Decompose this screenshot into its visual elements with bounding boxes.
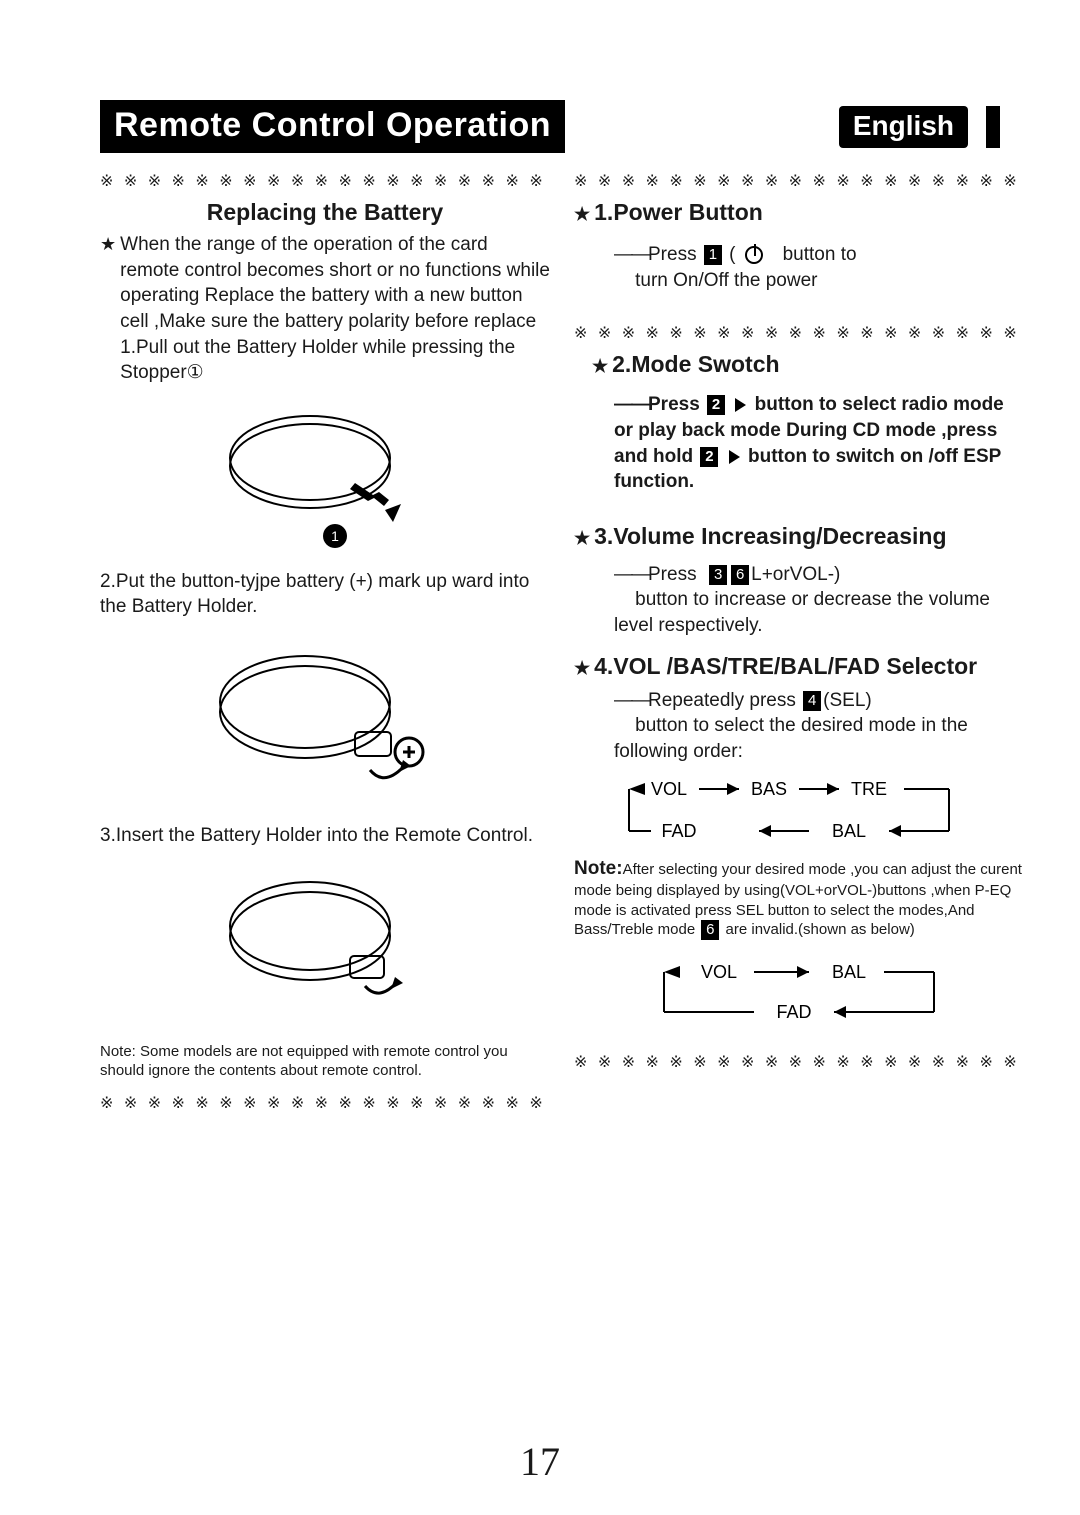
star-icon: ★ — [100, 232, 116, 386]
s4-title: 4.VOL /BAS/TRE/BAL/FAD Selector — [594, 653, 977, 679]
page-title: Remote Control Operation — [100, 100, 565, 153]
s1-line-a: Press — [648, 244, 697, 265]
note-label: Note: — [100, 1043, 136, 1060]
note-label: Note: — [574, 858, 623, 879]
s4-note: Note:After selecting your desired mode ,… — [574, 857, 1024, 941]
s1-line-c: turn On/Off the power — [635, 270, 817, 291]
s4-a: Repeatedly press — [648, 690, 796, 711]
s3-title: 3.Volume Increasing/Decreasing — [594, 523, 946, 549]
s1-body: ——Press 1 ( button to turn On/Off the po… — [574, 242, 1024, 293]
left-note: Note: Some models are not equipped with … — [100, 1042, 550, 1081]
star-icon: ★ — [592, 356, 608, 376]
language-badge: English — [839, 106, 968, 148]
power-icon — [745, 246, 763, 264]
star-icon: ★ — [574, 658, 590, 678]
star-icon: ★ — [574, 528, 590, 548]
remote-drawing-3-icon — [215, 861, 435, 1021]
flow-tre: TRE — [851, 779, 887, 799]
s3-body: ——Press 36L+orVOL-) button to increase o… — [574, 562, 1024, 639]
button-6-icon: 6 — [701, 920, 719, 940]
page: Remote Control Operation English ※ ※ ※ ※… — [100, 100, 1000, 1121]
columns: ※ ※ ※ ※ ※ ※ ※ ※ ※ ※ ※ ※ ※ ※ ※ ※ ※ ※ ※ ※ … — [100, 165, 1000, 1121]
decor-row: ※ ※ ※ ※ ※ ※ ※ ※ ※ ※ ※ ※ ※ ※ ※ ※ ※ ※ ※ ※ … — [574, 171, 1024, 191]
decor-row: ※ ※ ※ ※ ※ ※ ※ ※ ※ ※ ※ ※ ※ ※ ※ ※ ※ ※ ※ ※ … — [574, 1052, 1024, 1072]
flow-bal: BAL — [832, 821, 866, 841]
flow2-vol: VOL — [701, 962, 737, 982]
section-title-selector: ★4.VOL /BAS/TRE/BAL/FAD Selector — [574, 653, 1024, 680]
figure-remote-2 — [100, 632, 550, 807]
dash-icon: —— — [614, 244, 648, 265]
section-title-volume: ★3.Volume Increasing/Decreasing — [574, 523, 1024, 550]
remote-drawing-2-icon — [205, 632, 445, 802]
figure-remote-3 — [100, 861, 550, 1026]
battery-paragraph-text: When the range of the operation of the c… — [120, 232, 550, 386]
s4-b: button to select the desired mode in the… — [614, 715, 968, 762]
button-1-icon: 1 — [704, 245, 722, 265]
section-title-replace-battery: Replacing the Battery — [100, 199, 550, 226]
flow-diagram-1-icon: VOL BAS TRE FAD BAL — [609, 771, 989, 851]
s4-sel: (SEL) — [823, 690, 872, 711]
flow-fad: FAD — [661, 821, 696, 841]
flow2-bal: BAL — [832, 962, 866, 982]
flow-diagram-2-icon: VOL BAL FAD — [634, 954, 964, 1034]
remote-drawing-1-icon: 1 — [215, 398, 435, 548]
section-title-mode: ★2.Mode Swotch — [574, 351, 1024, 378]
flow-vol: VOL — [651, 779, 687, 799]
star-icon: ★ — [574, 204, 590, 224]
button-3-icon: 3 — [709, 565, 727, 585]
note-body: Some models are not equipped with remote… — [100, 1043, 508, 1080]
header-accent-bar — [986, 106, 1000, 148]
button-2-icon: 2 — [700, 447, 718, 467]
page-number: 17 — [520, 1438, 560, 1485]
figure-remote-1: 1 — [100, 398, 550, 553]
flow-bas: BAS — [751, 779, 787, 799]
decor-row: ※ ※ ※ ※ ※ ※ ※ ※ ※ ※ ※ ※ ※ ※ ※ ※ ※ ※ ※ ※ … — [100, 171, 550, 191]
step-3-text: 3.Insert the Battery Holder into the Rem… — [100, 823, 550, 849]
s2-body: ——Press 2 button to select radio mode or… — [574, 392, 1024, 495]
section-title-power: ★1.Power Button — [574, 199, 1024, 226]
button-4-icon: 4 — [803, 691, 821, 711]
flow2-fad: FAD — [776, 1002, 811, 1022]
s2-title: 2.Mode Swotch — [612, 351, 779, 377]
s4-body: ——Repeatedly press 4(SEL) button to sele… — [574, 688, 1024, 765]
decor-row: ※ ※ ※ ※ ※ ※ ※ ※ ※ ※ ※ ※ ※ ※ ※ ※ ※ ※ ※ ※ … — [574, 323, 1024, 343]
dash-icon: —— — [614, 690, 648, 711]
svg-text:1: 1 — [331, 528, 339, 544]
s2-a: Press — [648, 394, 700, 415]
dash-icon: —— — [614, 394, 648, 415]
step-2-text: 2.Put the button-tyjpe battery (+) mark … — [100, 569, 550, 620]
s1-line-b: button to — [783, 244, 857, 265]
play-icon — [735, 398, 746, 412]
button-6-icon: 6 — [731, 565, 749, 585]
s3-b: button to increase or decrease the volum… — [614, 589, 990, 636]
button-2-icon: 2 — [707, 395, 725, 415]
s3-a: Press — [648, 564, 697, 585]
dash-icon: —— — [614, 564, 648, 585]
left-column: ※ ※ ※ ※ ※ ※ ※ ※ ※ ※ ※ ※ ※ ※ ※ ※ ※ ※ ※ ※ … — [100, 165, 550, 1121]
decor-row: ※ ※ ※ ※ ※ ※ ※ ※ ※ ※ ※ ※ ※ ※ ※ ※ ※ ※ ※ ※ … — [100, 1093, 550, 1113]
s3-vol: L+orVOL-) — [751, 564, 840, 585]
right-column: ※ ※ ※ ※ ※ ※ ※ ※ ※ ※ ※ ※ ※ ※ ※ ※ ※ ※ ※ ※ … — [574, 165, 1024, 1121]
battery-paragraph: ★ When the range of the operation of the… — [100, 232, 550, 386]
play-icon — [729, 450, 740, 464]
s1-title: 1.Power Button — [594, 199, 763, 225]
header-row: Remote Control Operation English — [100, 100, 1000, 153]
s4-note-b: are invalid.(shown as below) — [726, 921, 915, 938]
